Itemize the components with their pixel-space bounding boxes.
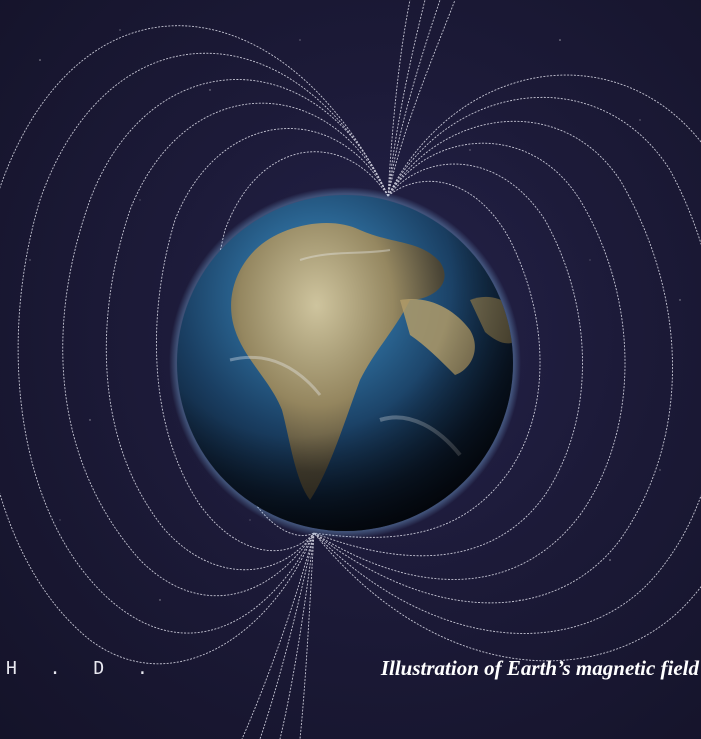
- corner-text: H . D .: [6, 658, 159, 679]
- night-shadow: [177, 195, 513, 531]
- image-caption: Illustration of Earth’s magnetic field: [381, 656, 699, 681]
- earth-globe: [169, 187, 525, 539]
